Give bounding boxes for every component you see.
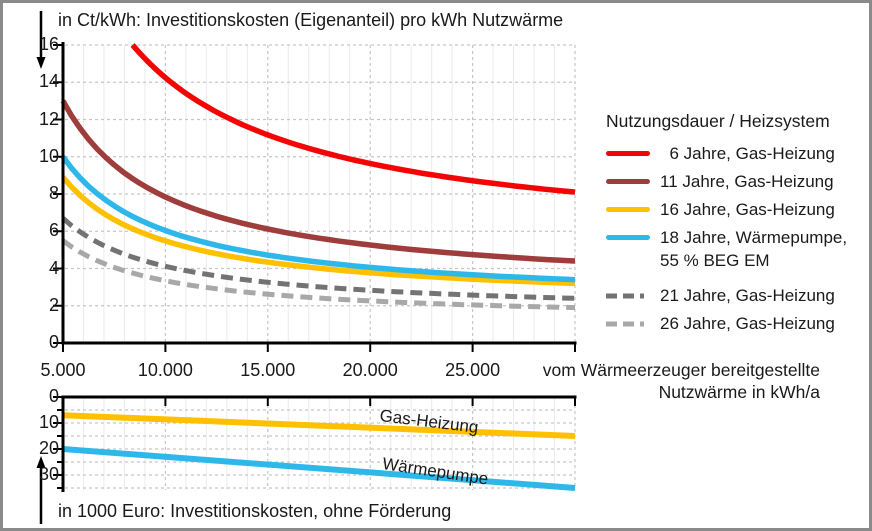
legend-item-label: 26 Jahre, Gas-Heizung bbox=[660, 312, 835, 335]
main-y-tick-label: 2 bbox=[48, 294, 59, 315]
legend-item-label-line: 18 Jahre, Wärmepumpe, bbox=[660, 228, 848, 247]
cost-line-0 bbox=[62, 412, 576, 439]
legend-item-label-line: 11 Jahre, Gas-Heizung bbox=[660, 172, 834, 191]
legend-items: 6 Jahre, Gas-Heizung 11 Jahre, Gas-Heizun… bbox=[606, 142, 869, 335]
main-y-tick-label: 0 bbox=[48, 332, 59, 352]
cost-line-1 bbox=[62, 446, 576, 491]
dashed-swatch-svg bbox=[606, 293, 650, 299]
up-arrow-head bbox=[36, 456, 46, 468]
legend-item-label: 18 Jahre, Wärmepumpe, 55 % BEG EM bbox=[660, 226, 847, 272]
legend-item-0: 6 Jahre, Gas-Heizung bbox=[606, 142, 869, 165]
legend-item-2: 16 Jahre, Gas-Heizung bbox=[606, 198, 869, 221]
swatch-bar bbox=[606, 179, 650, 184]
legend-title: Nutzungsdauer / Heizsystem bbox=[606, 111, 830, 131]
x-tick-label: 5.000 bbox=[40, 360, 86, 380]
x-axis-caption-line2: Nutzwärme in kWh/a bbox=[658, 382, 820, 402]
legend-item-label: 11 Jahre, Gas-Heizung bbox=[660, 170, 834, 193]
main-y-tick-label: 14 bbox=[38, 71, 59, 92]
swatch-bar bbox=[606, 207, 650, 212]
down-arrow-head bbox=[36, 57, 46, 69]
legend-item-label: 21 Jahre, Gas-Heizung bbox=[660, 284, 835, 307]
dashed-swatch-svg bbox=[606, 321, 650, 327]
chart-canvas bbox=[36, 11, 577, 524]
legend-item-5: 26 Jahre, Gas-Heizung bbox=[606, 312, 869, 335]
legend-item-label-line: 55 % BEG EM bbox=[660, 251, 770, 270]
series-curve-0 bbox=[130, 43, 576, 195]
line-swatch-icon bbox=[606, 151, 650, 156]
legend: Nutzungsdauer / Heizsystem 6 Jahre, Gas-… bbox=[606, 109, 869, 340]
main-y-tick-label: 16 bbox=[38, 34, 59, 54]
x-axis-caption: vom Wärmeerzeuger bereitgestellte Nutzwä… bbox=[543, 359, 820, 403]
x-tick-label: 15.000 bbox=[240, 360, 296, 380]
legend-item-label-line: 21 Jahre, Gas-Heizung bbox=[660, 286, 835, 305]
bottom-y-tick-label: 30 bbox=[38, 464, 59, 484]
tick-label-layer: 0 2 4 6 8 10 12 14 16 5.000 10.000 15.000 20.000 25.0… bbox=[3, 3, 869, 528]
x-axis-caption-line1: vom Wärmeerzeuger bereitgestellte bbox=[542, 360, 820, 380]
x-tick-label: 20.000 bbox=[342, 360, 398, 380]
main-y-tick-label: 4 bbox=[48, 257, 59, 278]
swatch-bar bbox=[606, 235, 650, 240]
series-curve-2 bbox=[60, 175, 576, 287]
legend-item-3: 18 Jahre, Wärmepumpe, 55 % BEG EM bbox=[606, 226, 869, 272]
x-tick-label: 10.000 bbox=[137, 360, 193, 380]
main-y-tick-label: 10 bbox=[38, 145, 59, 166]
main-y-tick-label: 12 bbox=[38, 108, 59, 129]
bottom-y-tick-label: 20 bbox=[38, 438, 59, 458]
swatch-bar bbox=[606, 151, 650, 156]
series-curve-1 bbox=[60, 99, 576, 264]
top-chart-title: in Ct/kWh: Investitionskosten (Eigenante… bbox=[58, 10, 564, 30]
legend-item-label: 16 Jahre, Gas-Heizung bbox=[660, 198, 835, 221]
dashed-line-swatch-icon bbox=[606, 321, 650, 327]
legend-item-label-line: 16 Jahre, Gas-Heizung bbox=[660, 200, 835, 219]
legend-item-1: 11 Jahre, Gas-Heizung bbox=[606, 170, 869, 193]
bottom-y-tick-label: 10 bbox=[38, 412, 59, 432]
legend-item-label: 6 Jahre, Gas-Heizung bbox=[660, 142, 835, 165]
main-y-tick-label: 8 bbox=[48, 183, 59, 203]
bottom-y-tick-label: 0 bbox=[48, 386, 59, 406]
line-swatch-icon bbox=[606, 235, 650, 240]
dashed-line-swatch-icon bbox=[606, 293, 650, 299]
legend-item-label-line: 26 Jahre, Gas-Heizung bbox=[660, 314, 835, 333]
line-swatch-icon bbox=[606, 179, 650, 184]
x-tick-label: 25.000 bbox=[445, 360, 501, 380]
legend-item-label-line: 6 Jahre, Gas-Heizung bbox=[660, 144, 835, 163]
series-curve-4 bbox=[61, 216, 576, 301]
series-curve-3 bbox=[60, 155, 576, 283]
legend-item-4: 21 Jahre, Gas-Heizung bbox=[606, 284, 869, 307]
line-swatch-icon bbox=[606, 207, 650, 212]
bottom-chart-title: in 1000 Euro: Investitionskosten, ohne F… bbox=[58, 501, 452, 521]
main-y-tick-label: 6 bbox=[48, 220, 59, 241]
